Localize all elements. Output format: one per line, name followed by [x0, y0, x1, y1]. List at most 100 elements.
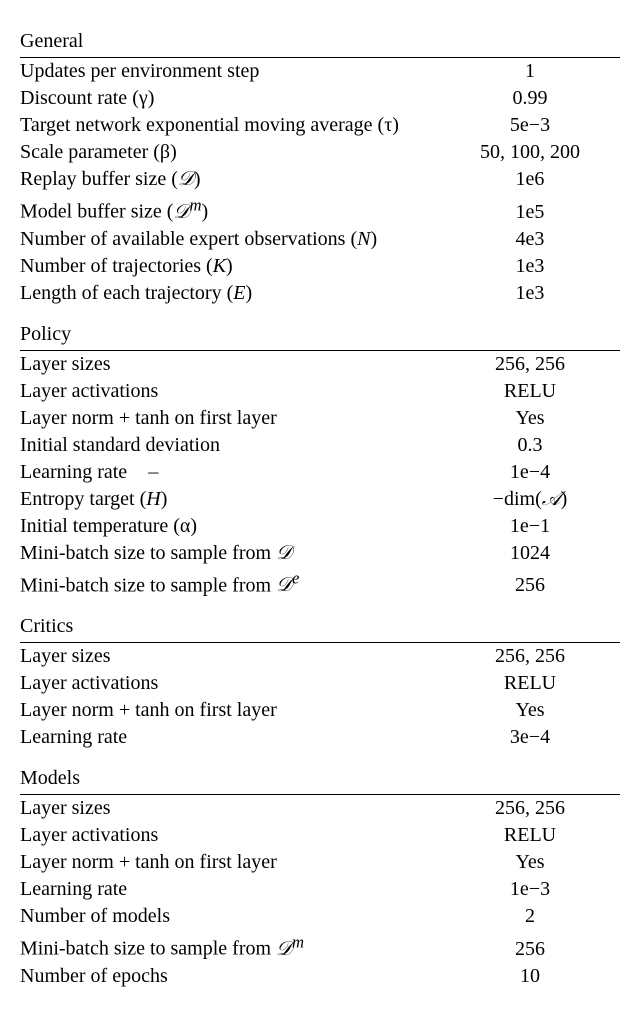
- table-row: Layer activationsRELU: [20, 378, 620, 405]
- param-value: 1e−1: [440, 513, 620, 540]
- param-label: Updates per environment step: [20, 58, 440, 86]
- param-value: RELU: [440, 670, 620, 697]
- param-value: 1: [440, 58, 620, 86]
- table-row: Layer norm + tanh on first layerYes: [20, 849, 620, 876]
- param-label: Number of models: [20, 903, 440, 930]
- param-value: Yes: [440, 849, 620, 876]
- table-row: Number of epochs10: [20, 963, 620, 990]
- section-spacer: [20, 307, 620, 323]
- param-label: Layer sizes: [20, 643, 440, 671]
- section-title: General: [20, 30, 620, 57]
- param-label: Layer activations: [20, 822, 440, 849]
- table-row: Entropy target (¯H)−dim(𝒜): [20, 486, 620, 513]
- param-label: Initial temperature (α): [20, 513, 440, 540]
- section-header-row: Models: [20, 767, 620, 794]
- param-label: Number of trajectories (K): [20, 253, 440, 280]
- param-value: 1e6: [440, 166, 620, 193]
- param-label: Layer norm + tanh on first layer: [20, 849, 440, 876]
- param-value: 1e5: [440, 193, 620, 226]
- param-label: Learning rate: [20, 724, 440, 751]
- param-label: Number of epochs: [20, 963, 440, 990]
- table-row: Layer sizes256, 256: [20, 643, 620, 671]
- param-label: Mini-batch size to sample from 𝒟e: [20, 567, 440, 600]
- table-row: Learning rate1e−4: [20, 459, 620, 486]
- param-value: 1024: [440, 540, 620, 567]
- param-label: Initial standard deviation: [20, 432, 440, 459]
- param-label: Mini-batch size to sample from 𝒟: [20, 540, 440, 567]
- param-label: Layer norm + tanh on first layer: [20, 405, 440, 432]
- param-value: 256: [440, 567, 620, 600]
- section-title: Critics: [20, 615, 620, 642]
- param-value: 1e−4: [440, 459, 620, 486]
- table-row: Layer sizes256, 256: [20, 795, 620, 823]
- param-value: 256: [440, 930, 620, 963]
- param-value: 256, 256: [440, 795, 620, 823]
- table-row: Mini-batch size to sample from 𝒟m256: [20, 930, 620, 963]
- param-label: Length of each trajectory (E): [20, 280, 440, 307]
- param-label: Replay buffer size (𝒟): [20, 166, 440, 193]
- section-header-row: Policy: [20, 323, 620, 350]
- table-row: Mini-batch size to sample from 𝒟1024: [20, 540, 620, 567]
- table-row: Scale parameter (β)50, 100, 200: [20, 139, 620, 166]
- table-row: Layer activationsRELU: [20, 822, 620, 849]
- param-value: RELU: [440, 822, 620, 849]
- param-value: 0.3: [440, 432, 620, 459]
- param-value: −dim(𝒜): [440, 486, 620, 513]
- param-label: Model buffer size (𝒟m): [20, 193, 440, 226]
- table-row: Layer activationsRELU: [20, 670, 620, 697]
- param-value: 50, 100, 200: [440, 139, 620, 166]
- param-value: Yes: [440, 697, 620, 724]
- param-label: Layer norm + tanh on first layer: [20, 697, 440, 724]
- param-value: 1e−3: [440, 876, 620, 903]
- param-value: Yes: [440, 405, 620, 432]
- param-label: Learning rate: [20, 876, 440, 903]
- table-row: Replay buffer size (𝒟)1e6: [20, 166, 620, 193]
- param-value: 10: [440, 963, 620, 990]
- param-label: Number of available expert observations …: [20, 226, 440, 253]
- table-row: Learning rate1e−3: [20, 876, 620, 903]
- section-spacer: [20, 751, 620, 767]
- table-row: Length of each trajectory (E)1e3: [20, 280, 620, 307]
- table-row: Discount rate (γ)0.99: [20, 85, 620, 112]
- param-value: RELU: [440, 378, 620, 405]
- param-value: 1e3: [440, 253, 620, 280]
- param-value: 5e−3: [440, 112, 620, 139]
- param-value: 1e3: [440, 280, 620, 307]
- table-row: Number of trajectories (K)1e3: [20, 253, 620, 280]
- param-label: Layer activations: [20, 670, 440, 697]
- param-label: Entropy target (¯H): [20, 486, 440, 513]
- hyperparameters-table: GeneralUpdates per environment step1Disc…: [20, 30, 620, 990]
- table-row: Initial temperature (α)1e−1: [20, 513, 620, 540]
- param-value: 2: [440, 903, 620, 930]
- table-row: Layer norm + tanh on first layerYes: [20, 697, 620, 724]
- table-row: Layer norm + tanh on first layerYes: [20, 405, 620, 432]
- table-row: Updates per environment step1: [20, 58, 620, 86]
- section-spacer: [20, 599, 620, 615]
- param-label: Scale parameter (β): [20, 139, 440, 166]
- table-row: Learning rate3e−4: [20, 724, 620, 751]
- section-title: Policy: [20, 323, 620, 350]
- param-value: 3e−4: [440, 724, 620, 751]
- param-value: 4e3: [440, 226, 620, 253]
- table-row: Number of available expert observations …: [20, 226, 620, 253]
- table-row: Number of models2: [20, 903, 620, 930]
- param-label: Layer activations: [20, 378, 440, 405]
- param-label: Mini-batch size to sample from 𝒟m: [20, 930, 440, 963]
- param-label: Target network exponential moving averag…: [20, 112, 440, 139]
- section-title: Models: [20, 767, 620, 794]
- param-value: 256, 256: [440, 350, 620, 378]
- table-body: GeneralUpdates per environment step1Disc…: [20, 30, 620, 990]
- section-header-row: General: [20, 30, 620, 57]
- param-label: Learning rate: [20, 459, 440, 486]
- table-row: Layer sizes256, 256: [20, 350, 620, 378]
- table-row: Target network exponential moving averag…: [20, 112, 620, 139]
- param-value: 256, 256: [440, 643, 620, 671]
- param-label: Discount rate (γ): [20, 85, 440, 112]
- param-value: 0.99: [440, 85, 620, 112]
- table-row: Initial standard deviation0.3: [20, 432, 620, 459]
- section-header-row: Critics: [20, 615, 620, 642]
- table-row: Mini-batch size to sample from 𝒟e256: [20, 567, 620, 600]
- param-label: Layer sizes: [20, 350, 440, 378]
- param-label: Layer sizes: [20, 795, 440, 823]
- table-row: Model buffer size (𝒟m)1e5: [20, 193, 620, 226]
